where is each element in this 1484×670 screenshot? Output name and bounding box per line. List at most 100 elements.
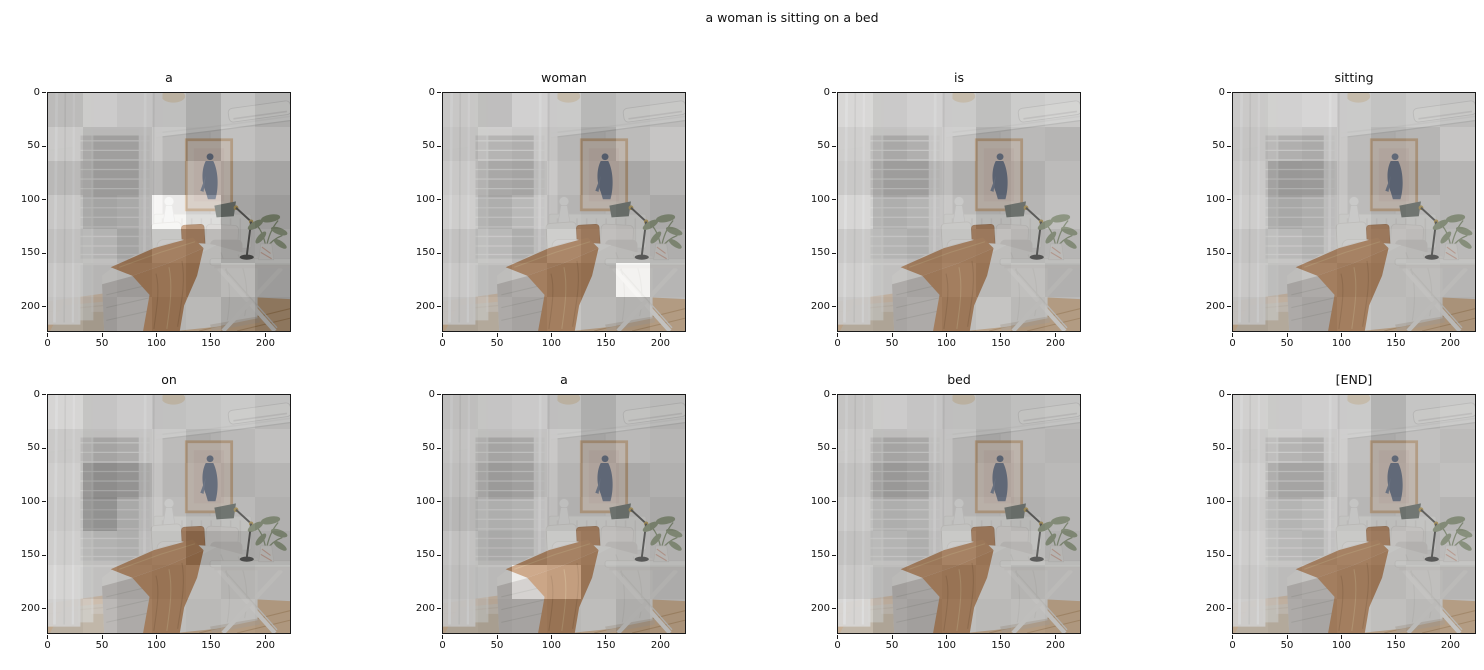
attention-cell — [220, 297, 256, 331]
attention-cell — [1045, 565, 1080, 599]
bedroom-image — [838, 395, 1080, 633]
attention-cell — [976, 93, 1011, 127]
y-tick-label: 50 — [817, 442, 830, 454]
attention-cell — [838, 497, 873, 531]
attention-cell — [1302, 93, 1337, 127]
attention-cell — [838, 531, 873, 565]
y-tick-label: 0 — [33, 86, 40, 98]
attention-cell — [1336, 531, 1372, 565]
attention-cell — [1010, 263, 1046, 297]
attention-cell — [907, 395, 942, 429]
y-tick-mark — [1227, 447, 1231, 449]
attention-cell — [1336, 161, 1372, 195]
attention-overlay — [443, 93, 685, 331]
attention-cell — [117, 429, 152, 463]
artwork-figure — [1385, 153, 1403, 200]
y-tick-label: 200 — [1205, 602, 1225, 614]
attention-cell — [976, 127, 1011, 161]
attention-cell — [1233, 497, 1268, 531]
attention-cell — [907, 531, 942, 565]
y-tick-label: 150 — [810, 549, 830, 561]
y-tick-mark — [832, 608, 836, 610]
attention-cell — [1371, 195, 1406, 229]
attention-cell — [907, 93, 942, 127]
attention-overlay — [443, 395, 685, 633]
y-tick-label: 200 — [1205, 300, 1225, 312]
x-tick-mark — [550, 333, 552, 337]
attention-cell — [255, 297, 290, 331]
attention-cell — [941, 599, 977, 633]
attention-cell — [1405, 161, 1441, 195]
attention-cell — [117, 497, 152, 531]
axes-frame — [837, 92, 1081, 332]
y-tick-mark — [42, 447, 46, 449]
y-tick-label: 50 — [1212, 442, 1225, 454]
attention-overlay — [1233, 93, 1475, 331]
x-tick-label: 0 — [439, 338, 446, 349]
attention-cell — [1045, 161, 1080, 195]
artwork-figure — [595, 153, 613, 200]
attention-cell — [1302, 565, 1337, 599]
attention-cell — [838, 229, 873, 263]
attention-cell — [1405, 531, 1441, 565]
x-tick-mark — [837, 333, 839, 337]
y-tick-mark — [1227, 92, 1231, 94]
attention-cell — [976, 229, 1011, 263]
attention-cell — [1045, 531, 1080, 565]
side-table — [209, 258, 290, 331]
attention-cell — [546, 599, 582, 633]
y-tick-mark — [437, 252, 441, 254]
attention-cell — [1440, 263, 1475, 297]
subplot-title: woman — [541, 70, 587, 85]
attention-cell — [1336, 463, 1372, 497]
x-tick-label: 0 — [44, 640, 51, 651]
attention-cell — [838, 297, 873, 331]
bedroom-image — [1233, 93, 1475, 331]
artwork-figure — [200, 153, 218, 200]
attention-cell — [650, 395, 685, 429]
x-tick-label: 0 — [834, 640, 841, 651]
y-tick-label: 150 — [415, 247, 435, 259]
y-tick-label: 0 — [823, 388, 830, 400]
subplot: bed — [811, 372, 1081, 651]
attention-cell — [1405, 565, 1441, 599]
attention-cell — [1010, 565, 1046, 599]
plant — [1037, 214, 1078, 261]
attention-cell — [477, 531, 513, 565]
x-tick-mark — [442, 635, 444, 639]
attention-cell — [186, 531, 221, 565]
attention-cell — [82, 429, 118, 463]
attention-cell — [872, 463, 908, 497]
y-tick-mark — [1227, 608, 1231, 610]
attention-cell — [1010, 531, 1046, 565]
attention-cell — [255, 497, 290, 531]
attention-cell — [1045, 599, 1080, 633]
throw-blanket — [1295, 237, 1389, 331]
attention-cell — [443, 93, 478, 127]
plant — [247, 516, 288, 563]
x-tick-label: 100 — [541, 640, 562, 651]
attention-cell — [512, 599, 547, 633]
attention-cell — [117, 463, 152, 497]
attention-cell — [1336, 395, 1372, 429]
attention-cell — [1267, 565, 1303, 599]
x-tick-mark — [659, 333, 661, 337]
framed-artwork — [579, 138, 629, 212]
attention-cell — [1336, 429, 1372, 463]
y-tick-mark — [42, 145, 46, 147]
attention-cell — [1371, 531, 1406, 565]
y-tick-mark — [1227, 554, 1231, 556]
attention-cell — [255, 229, 290, 263]
attention-cell — [220, 263, 256, 297]
x-tick-mark — [264, 635, 266, 639]
attention-cell — [82, 127, 118, 161]
framed-artwork — [1369, 440, 1419, 514]
y-tick-label: 0 — [428, 388, 435, 400]
x-tick-mark — [605, 333, 607, 337]
x-tick-mark — [101, 333, 103, 337]
attention-cell — [117, 531, 152, 565]
attention-cell — [117, 599, 152, 633]
attention-cell — [477, 395, 513, 429]
attention-cell — [1371, 297, 1406, 331]
y-tick-label: 200 — [810, 602, 830, 614]
